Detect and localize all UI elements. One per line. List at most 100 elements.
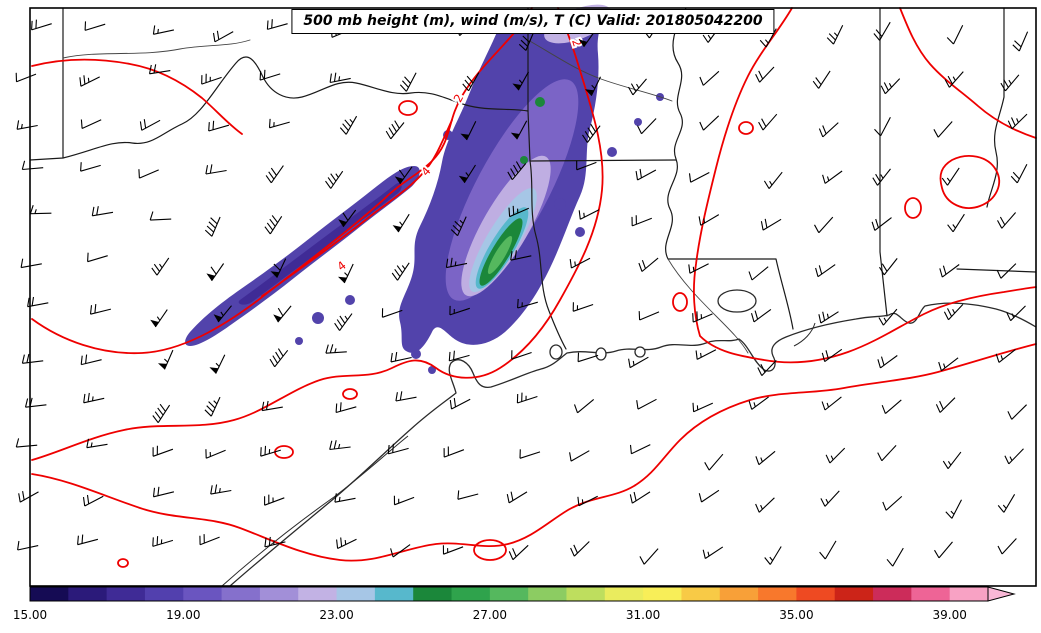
wind-barb [334, 313, 353, 331]
wind-barb [759, 28, 777, 48]
wind-barb [163, 349, 174, 370]
wind-barb [569, 450, 590, 462]
colorbar-segment [106, 587, 146, 601]
wind-barb [518, 30, 535, 51]
colorbar-extend-arrow [987, 586, 1016, 602]
wind-barb [947, 213, 965, 233]
wind-barb [695, 349, 717, 360]
wind-barb [755, 450, 776, 466]
wind-barb [934, 541, 953, 559]
colorbar-segment [719, 587, 759, 601]
wind-barb [760, 218, 782, 231]
colorbar-segment [604, 587, 644, 601]
wind-barb [259, 69, 281, 81]
wind-barb [699, 70, 720, 86]
wind-barb [878, 308, 898, 326]
wind-barb [390, 544, 411, 558]
wind-barb [1000, 74, 1020, 92]
wind-barb [698, 214, 720, 226]
wind-barb [1007, 113, 1028, 130]
colorbar-segment [873, 587, 912, 601]
wind-barbs-layer [15, 19, 1029, 567]
wind-barb [138, 169, 159, 179]
state-borders-layer [29, 7, 1037, 354]
colorbar-segment [834, 587, 874, 601]
wind-barb [1010, 163, 1028, 184]
wind-barb [938, 357, 959, 372]
wind-barb [1012, 31, 1029, 52]
wind-barb [152, 445, 174, 457]
wind-barb [387, 443, 409, 455]
wind-barb [325, 170, 344, 189]
wind-barb [339, 115, 358, 135]
wind-barb [750, 308, 772, 323]
wind-barb [152, 403, 171, 424]
wind-barb [812, 70, 831, 89]
wind-barb [442, 545, 464, 555]
colorbar-tick-label: 23.00 [319, 608, 353, 622]
wind-barb [508, 544, 529, 561]
wind-barb [582, 123, 601, 143]
wind-barb [510, 250, 532, 261]
colorbar-tick-label: 39.00 [933, 608, 967, 622]
wind-barb [27, 296, 49, 308]
map-border [29, 7, 1037, 587]
wind-barb [935, 397, 956, 413]
wind-barb [873, 21, 891, 41]
wind-barb [636, 398, 657, 410]
wind-barb [18, 491, 39, 503]
wind-barb [443, 446, 465, 458]
wind-barb [342, 209, 357, 228]
wind-barb [570, 541, 590, 557]
colorbar-outline [29, 586, 989, 602]
wind-barb [449, 305, 470, 316]
wind-barb [995, 348, 1016, 363]
wind-barb [818, 311, 839, 324]
wind-barb [449, 397, 471, 410]
wind-barb [939, 264, 960, 278]
wind-barb [882, 495, 903, 511]
wind-barb [879, 258, 898, 276]
wind-barb [89, 304, 112, 315]
wind-barb [201, 73, 222, 85]
colorbar-segment [259, 587, 299, 601]
wind-barb [268, 118, 290, 129]
wind-barb [629, 491, 651, 504]
wind-barb [269, 348, 289, 368]
wind-barb [877, 355, 898, 369]
wind-barb [273, 258, 287, 278]
wind-barb [77, 534, 99, 546]
wind-barb [399, 72, 417, 92]
colorbar-segment [413, 587, 453, 601]
colorbar-segment [489, 587, 529, 601]
wind-barb [819, 540, 837, 560]
wind-barb [590, 76, 601, 96]
wind-barb-flag [394, 176, 404, 184]
wind-barb [217, 305, 232, 323]
wind-barb [508, 205, 530, 218]
wind-barb [215, 354, 226, 374]
wind-barb [82, 494, 104, 507]
wind-barb [517, 298, 538, 309]
wind-barb [199, 534, 220, 546]
wind-barb [210, 263, 225, 282]
wind-barb [208, 120, 230, 132]
wind-barb [877, 445, 897, 462]
wind-barb [688, 263, 709, 274]
wind-barb [148, 64, 171, 75]
colorbar-tick-label: 15.00 [13, 608, 47, 622]
colorbar-segment [144, 587, 184, 601]
wind-barb [151, 257, 170, 276]
wind-barb [1007, 404, 1027, 420]
wind-barb [152, 25, 175, 35]
map-title: 500 mb height (m), wind (m/s), T (C) Val… [291, 9, 775, 34]
wind-barb [264, 536, 286, 548]
wind-barb [639, 548, 659, 565]
wind-barb [517, 71, 529, 91]
wind-barb [152, 486, 175, 498]
colorbar [29, 586, 1016, 602]
colorbar-tick-label: 27.00 [473, 608, 507, 622]
colorbar-segment [298, 587, 338, 601]
